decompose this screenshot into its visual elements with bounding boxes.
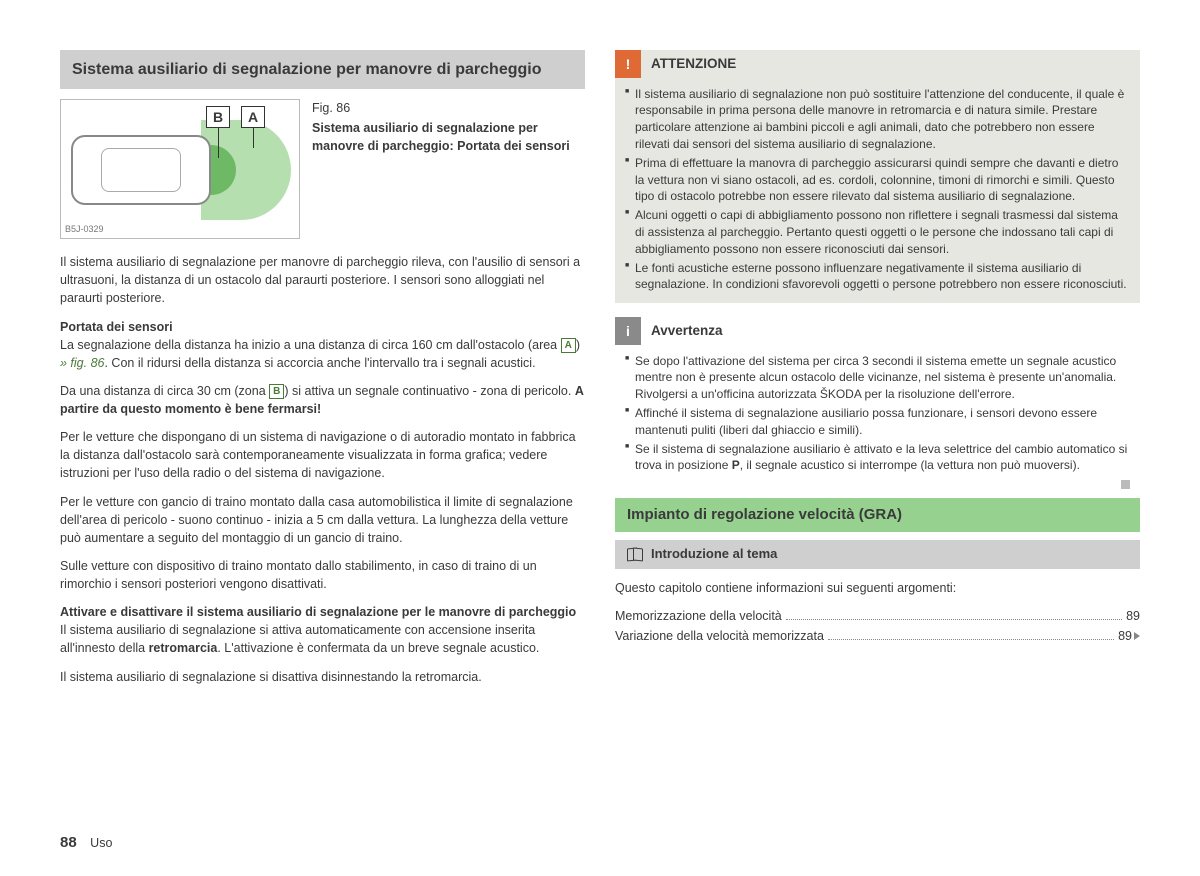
- figure-number: Fig. 86: [312, 99, 585, 117]
- toc-page: 89: [1118, 627, 1132, 645]
- toc-row: Memorizzazione della velocità 89: [615, 607, 1140, 625]
- gra-toc: Memorizzazione della velocità89Variazion…: [615, 607, 1140, 645]
- para-3: Per le vetture che dispongano di un sist…: [60, 428, 585, 482]
- notice-item: Se dopo l'attivazione del sistema per ci…: [625, 353, 1130, 403]
- toc-label: Memorizzazione della velocità: [615, 607, 782, 625]
- right-column: ! ATTENZIONE Il sistema ausiliario di se…: [615, 50, 1140, 820]
- page-section: Uso: [90, 836, 112, 850]
- gra-title: Impianto di regolazione velocità (GRA): [615, 498, 1140, 532]
- continue-icon: [1134, 632, 1140, 640]
- notice-box: i Avvertenza Se dopo l'attivazione del s…: [615, 317, 1140, 484]
- para-7: Il sistema ausiliario di segnalazione si…: [60, 668, 585, 686]
- warning-box: ! ATTENZIONE Il sistema ausiliario di se…: [615, 50, 1140, 303]
- zone-label-b: B: [206, 106, 230, 128]
- portata-block: Portata dei sensori La segnalazione dell…: [60, 318, 585, 372]
- gra-subsection: Introduzione al tema: [615, 540, 1140, 569]
- car-roof: [101, 148, 181, 192]
- notice-item: Se il sistema di segnalazione ausiliario…: [625, 441, 1130, 475]
- activate-heading: Attivare e disattivare il sistema ausili…: [60, 605, 576, 619]
- end-marker: [1121, 480, 1130, 489]
- page-columns: Sistema ausiliario di segnalazione per m…: [60, 50, 1140, 820]
- warning-icon: !: [615, 50, 641, 78]
- zone-label-a: A: [241, 106, 265, 128]
- gra-sub-label: Introduzione al tema: [651, 545, 777, 564]
- figure-ref: » fig. 86: [60, 356, 104, 370]
- figure-code: B5J-0329: [65, 223, 104, 236]
- info-icon: i: [615, 317, 641, 345]
- figure-caption: Fig. 86 Sistema ausiliario di segnalazio…: [312, 99, 585, 239]
- left-column: Sistema ausiliario di segnalazione per m…: [60, 50, 585, 820]
- ref-tag-b: B: [269, 384, 284, 399]
- figure-86: A B B5J-0329: [60, 99, 300, 239]
- gra-lead: Questo capitolo contiene informazioni su…: [615, 579, 1140, 597]
- warning-list: Il sistema ausiliario di segnalazione no…: [625, 86, 1130, 294]
- section-title: Sistema ausiliario di segnalazione per m…: [60, 50, 585, 89]
- para-5: Sulle vetture con dispositivo di traino …: [60, 557, 585, 593]
- notice-list: Se dopo l'attivazione del sistema per ci…: [625, 353, 1130, 475]
- para-4: Per le vetture con gancio di traino mont…: [60, 493, 585, 547]
- toc-label: Variazione della velocità memorizzata: [615, 627, 824, 645]
- intro-paragraph: Il sistema ausiliario di segnalazione pe…: [60, 253, 585, 307]
- warning-item: Il sistema ausiliario di segnalazione no…: [625, 86, 1130, 153]
- portata-heading: Portata dei sensori: [60, 320, 173, 334]
- toc-row: Variazione della velocità memorizzata 89: [615, 627, 1140, 645]
- warning-title: ATTENZIONE: [641, 50, 1140, 78]
- warning-item: Le fonti acustiche esterne possono influ…: [625, 260, 1130, 294]
- toc-page: 89: [1126, 607, 1140, 625]
- page-number: 88: [60, 834, 77, 851]
- page-footer: 88 Uso: [60, 832, 1140, 854]
- notice-body: Se dopo l'attivazione del sistema per ci…: [615, 345, 1140, 485]
- warning-body: Il sistema ausiliario di segnalazione no…: [615, 78, 1140, 304]
- ref-tag-a: A: [561, 338, 576, 353]
- book-icon: [627, 548, 643, 560]
- figure-row: A B B5J-0329 Fig. 86 Sistema ausiliario …: [60, 99, 585, 239]
- figure-title: Sistema ausiliario di segnalazione per m…: [312, 121, 570, 153]
- activate-block: Attivare e disattivare il sistema ausili…: [60, 603, 585, 657]
- warning-item: Prima di effettuare la manovra di parche…: [625, 155, 1130, 205]
- notice-title: Avvertenza: [641, 317, 1140, 345]
- notice-item: Affinché il sistema di segnalazione ausi…: [625, 405, 1130, 439]
- portata-p2: Da una distanza di circa 30 cm (zona B) …: [60, 382, 585, 418]
- warning-item: Alcuni oggetti o capi di abbigliamento p…: [625, 207, 1130, 257]
